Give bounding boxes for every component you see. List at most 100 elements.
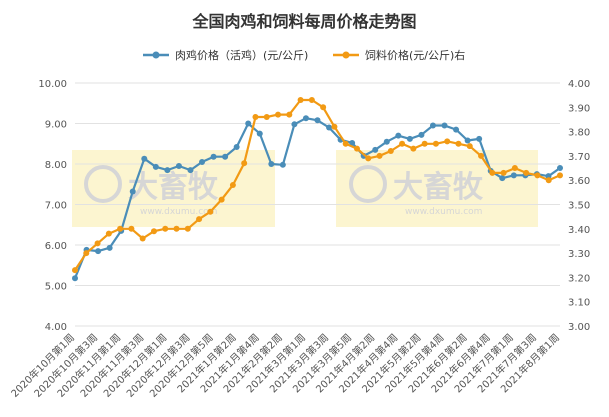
data-point: [218, 196, 225, 203]
data-point: [534, 172, 541, 179]
data-point: [187, 167, 194, 174]
watermark-bg: [336, 150, 538, 227]
data-point: [291, 121, 298, 128]
data-point: [342, 140, 349, 147]
data-point: [320, 104, 327, 111]
data-point: [297, 97, 304, 104]
y-right-tick-label: 3.20: [568, 273, 590, 284]
data-point: [129, 188, 136, 195]
watermark-url: www.dxumu.com: [140, 207, 217, 217]
data-point: [349, 139, 356, 146]
y-left-tick-label: 9.00: [45, 120, 67, 131]
data-point: [199, 158, 206, 165]
data-point: [222, 153, 229, 160]
data-point: [152, 163, 159, 170]
data-point: [387, 148, 394, 155]
legend-swatch-marker: [152, 51, 160, 59]
watermark-logo-icon: [349, 165, 387, 203]
data-point: [510, 172, 517, 179]
data-point: [210, 153, 217, 160]
data-point: [139, 235, 146, 242]
data-point: [175, 163, 182, 170]
data-point: [72, 275, 78, 282]
y-axis-left: 4.00 5.00 6.00 7.00 8.00 9.00 10.00: [38, 79, 67, 333]
data-point: [331, 123, 338, 130]
data-point: [275, 111, 282, 118]
legend-label: 肉鸡价格（活鸡）(元/公斤): [175, 48, 308, 62]
data-point: [399, 140, 406, 147]
data-point: [196, 216, 203, 223]
data-point: [557, 172, 563, 179]
watermark-left: 大畜牧 www.dxumu.com: [72, 150, 275, 227]
data-point: [466, 143, 473, 150]
data-point: [418, 131, 425, 138]
data-point: [545, 177, 552, 184]
data-point: [511, 165, 518, 172]
y-left-tick-label: 5.00: [45, 282, 67, 293]
data-point: [421, 140, 428, 147]
data-point: [117, 225, 124, 232]
data-point: [432, 140, 439, 147]
y-right-tick-label: 3.60: [568, 176, 590, 187]
data-point: [314, 117, 321, 124]
y-left-tick-label: 10.00: [38, 79, 67, 90]
data-point: [286, 111, 293, 118]
y-left-tick-label: 4.00: [45, 322, 67, 333]
legend-label: 饲料价格(元/公斤)右: [365, 48, 465, 62]
series-1: [72, 115, 563, 282]
data-point: [455, 140, 462, 147]
data-point: [128, 225, 135, 232]
data-point: [478, 152, 485, 159]
legend: 肉鸡价格（活鸡）(元/公斤) 饲料价格(元/公斤)右: [143, 48, 465, 62]
data-point: [523, 169, 530, 176]
data-point: [162, 225, 169, 232]
y-left-tick-label: 8.00: [45, 160, 67, 171]
data-point: [83, 250, 90, 257]
data-point: [365, 155, 372, 162]
data-point: [376, 152, 383, 159]
watermarks: 大畜牧 www.dxumu.com 大畜牧 www.dxumu.com: [72, 150, 538, 227]
data-point: [499, 175, 506, 182]
y-left-tick-label: 7.00: [45, 201, 67, 212]
y-right-tick-label: 3.70: [568, 152, 590, 163]
data-point: [476, 135, 483, 142]
y-right-tick-label: 3.30: [568, 249, 590, 260]
y-right-tick-label: 3.10: [568, 298, 590, 309]
x-axis: 2020年10月第1周2020年10月第3周2020年11月第1周2020年11…: [8, 331, 562, 400]
watermark-logo-icon: [84, 165, 122, 203]
data-point: [489, 169, 496, 176]
y-right-tick-label: 4.00: [568, 79, 590, 90]
data-point: [184, 225, 191, 232]
data-point: [557, 165, 563, 172]
legend-item: 饲料价格(元/公斤)右: [333, 48, 465, 62]
data-point: [372, 146, 379, 153]
chart-title: 全国肉鸡和饲料每周价格走势图: [192, 12, 417, 31]
data-point: [429, 122, 436, 129]
y-left-tick-label: 6.00: [45, 241, 67, 252]
data-point: [95, 248, 102, 255]
data-point: [245, 120, 252, 127]
series-layer: [72, 97, 563, 282]
data-point: [395, 132, 402, 139]
data-point: [105, 230, 112, 237]
data-point: [207, 208, 214, 215]
data-point: [353, 145, 360, 152]
data-point: [308, 97, 315, 104]
data-point: [164, 167, 171, 174]
data-point: [106, 244, 113, 251]
data-point: [173, 225, 180, 232]
data-point: [252, 114, 259, 121]
legend-item: 肉鸡价格（活鸡）(元/公斤): [143, 48, 308, 62]
watermark-brand: 大畜牧: [393, 170, 484, 205]
data-point: [410, 145, 417, 152]
data-point: [150, 228, 157, 235]
y-right-tick-label: 3.40: [568, 225, 590, 236]
data-point: [453, 126, 460, 133]
data-point: [441, 122, 448, 129]
data-point: [263, 114, 270, 121]
data-point: [302, 115, 309, 122]
y-right-tick-label: 3.50: [568, 201, 590, 212]
series-2: [72, 97, 563, 274]
data-point: [500, 169, 507, 176]
